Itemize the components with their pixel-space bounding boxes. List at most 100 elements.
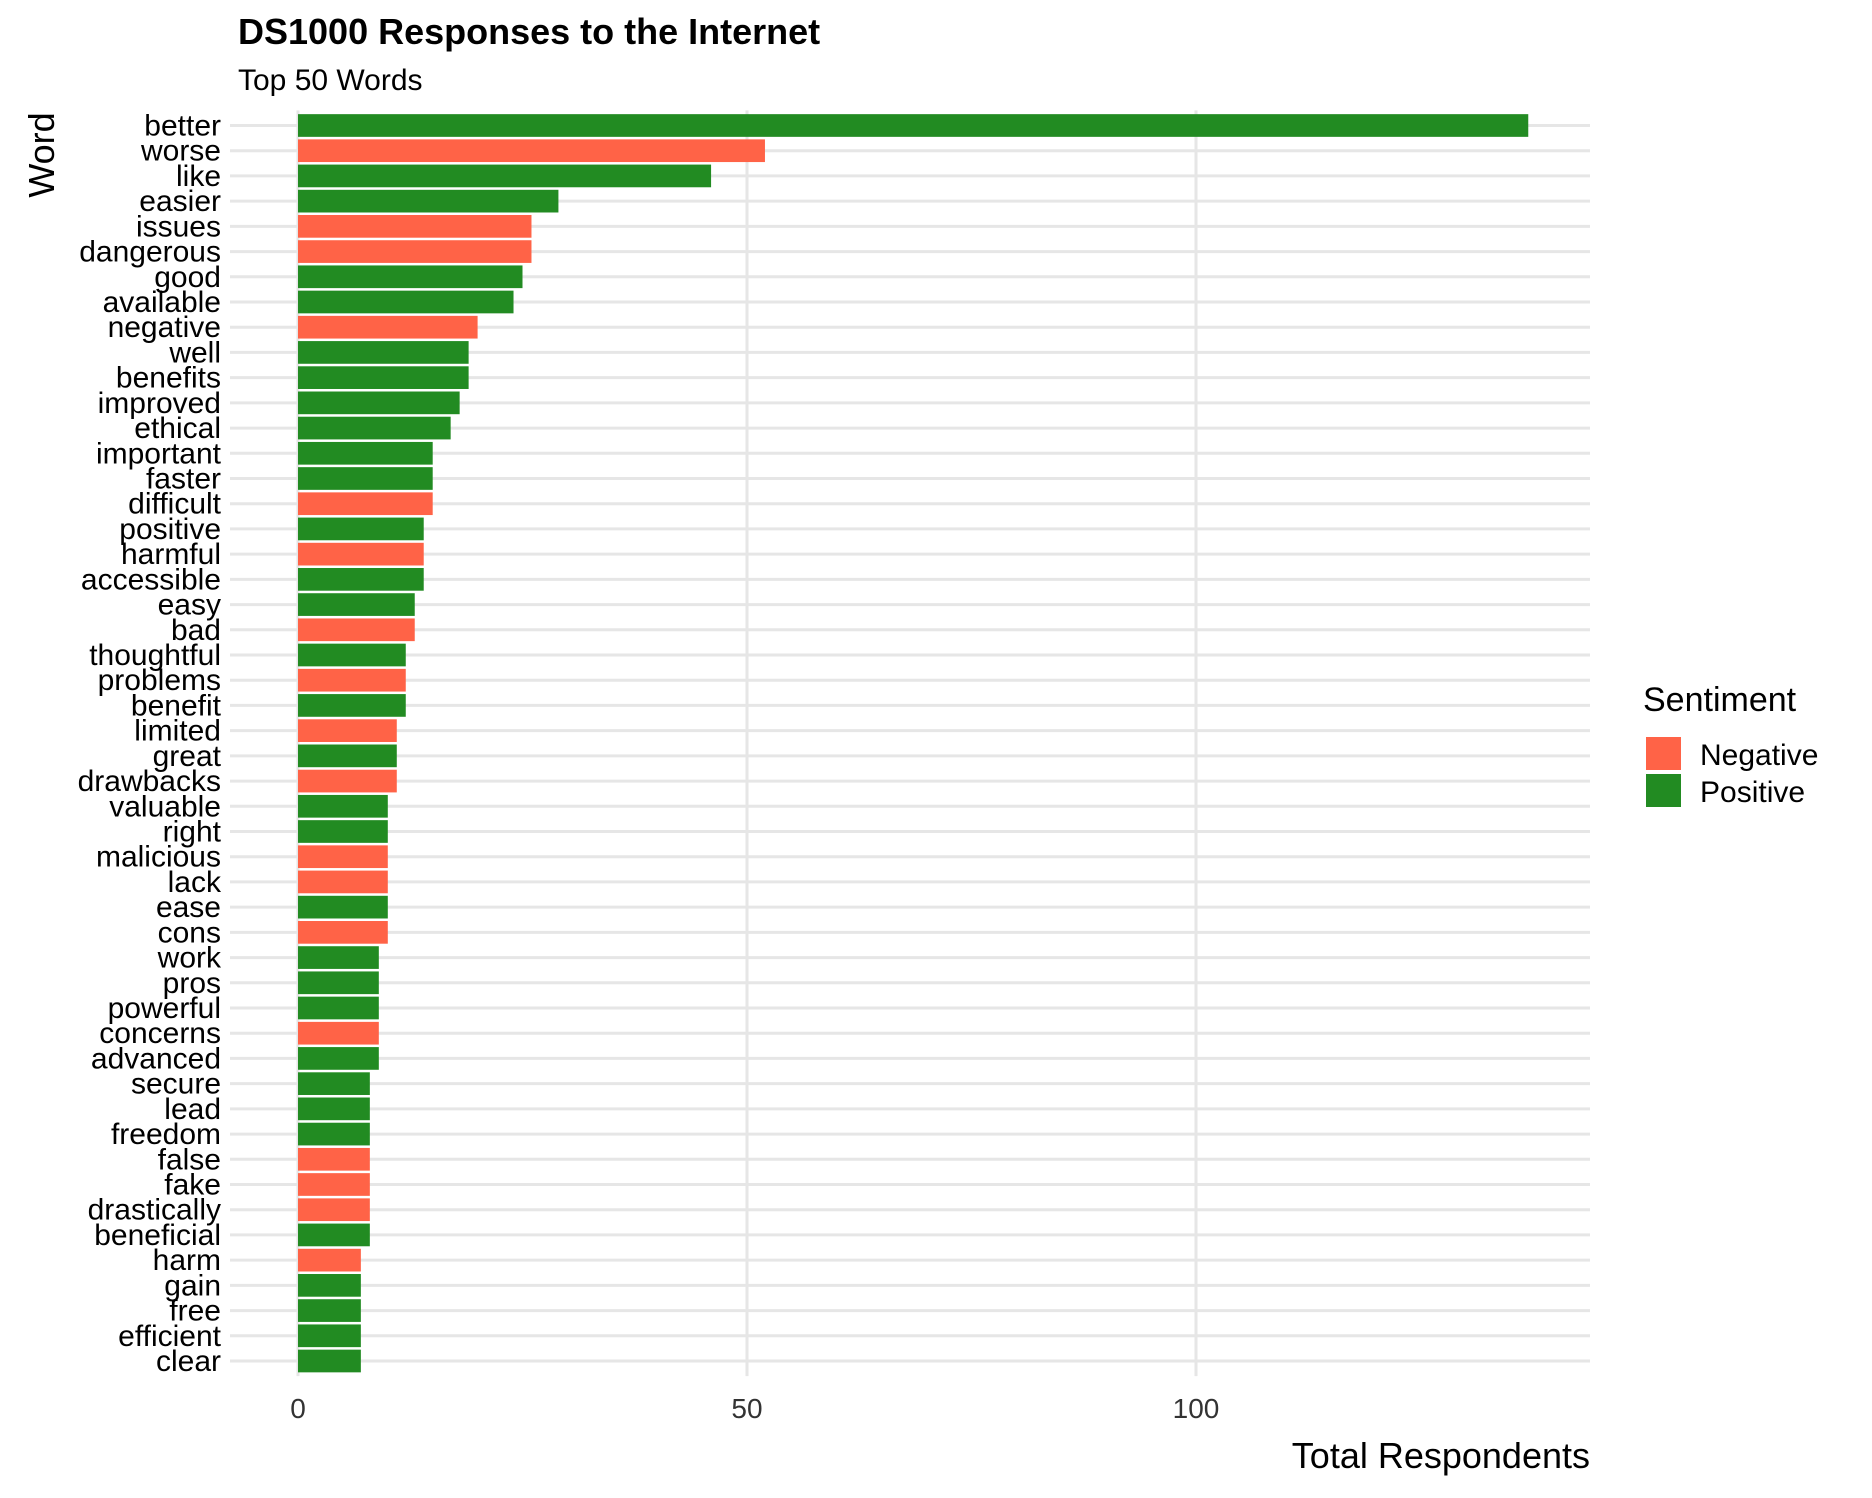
bar-benefits bbox=[298, 366, 469, 389]
y-tick-label-drastically: drastically bbox=[88, 1194, 221, 1227]
y-tick-label-cons: cons bbox=[158, 916, 221, 949]
y-tick-label-powerful: powerful bbox=[108, 992, 221, 1025]
bar-good bbox=[298, 265, 523, 289]
bar-difficult bbox=[298, 492, 433, 516]
y-tick-label-bad: bad bbox=[171, 614, 221, 647]
y-tick-label-improved: improved bbox=[98, 387, 221, 420]
bar-powerful bbox=[298, 996, 379, 1020]
y-tick-label-clear: clear bbox=[156, 1345, 221, 1378]
bar-well bbox=[298, 341, 469, 364]
y-tick-label-easier: easier bbox=[139, 185, 221, 218]
bar-limited bbox=[298, 719, 397, 742]
bar-easy bbox=[298, 593, 415, 616]
y-tick-label-fake: fake bbox=[164, 1169, 221, 1202]
y-tick-label-thoughtful: thoughtful bbox=[89, 639, 221, 672]
bar-like bbox=[298, 164, 712, 188]
y-tick-label-right: right bbox=[163, 816, 222, 849]
y-tick-label-like: like bbox=[176, 160, 221, 193]
legend-swatch-positive bbox=[1646, 774, 1681, 807]
y-tick-label-limited: limited bbox=[134, 715, 221, 748]
y-tick-label-negative: negative bbox=[108, 311, 221, 344]
bar-right bbox=[298, 820, 388, 843]
bar-important bbox=[298, 441, 433, 465]
x-tick-label: 50 bbox=[731, 1393, 762, 1424]
bar-gain bbox=[298, 1274, 361, 1297]
bar-available bbox=[298, 290, 514, 314]
y-tick-label-secure: secure bbox=[131, 1068, 221, 1101]
y-tick-label-available: available bbox=[103, 286, 221, 319]
y-tick-label-lack: lack bbox=[168, 866, 222, 899]
bar-valuable bbox=[298, 794, 388, 818]
bar-dangerous bbox=[298, 240, 532, 263]
y-tick-label-beneficial: beneficial bbox=[94, 1219, 221, 1252]
y-tick-label-problems: problems bbox=[98, 664, 221, 697]
y-tick-label-important: important bbox=[96, 437, 222, 470]
bar-accessible bbox=[298, 568, 424, 591]
bar-better bbox=[298, 114, 1529, 137]
y-tick-label-benefits: benefits bbox=[116, 362, 221, 395]
y-tick-label-valuable: valuable bbox=[109, 790, 221, 823]
y-tick-label-lead: lead bbox=[164, 1093, 221, 1126]
bar-worse bbox=[298, 139, 765, 163]
bar-free bbox=[298, 1299, 361, 1322]
y-tick-label-efficient: efficient bbox=[118, 1320, 222, 1353]
y-tick-label-concerns: concerns bbox=[99, 1017, 221, 1050]
y-tick-label-free: free bbox=[169, 1295, 221, 1328]
y-tick-labels: betterworselikeeasierissuesdangerousgood… bbox=[78, 110, 222, 1379]
bar-bad bbox=[298, 618, 415, 642]
y-tick-label-great: great bbox=[153, 740, 222, 773]
y-tick-label-advanced: advanced bbox=[91, 1042, 221, 1075]
y-tick-label-accessible: accessible bbox=[81, 563, 221, 596]
bar-issues bbox=[298, 215, 532, 238]
y-tick-label-ease: ease bbox=[156, 891, 221, 924]
y-tick-label-harm: harm bbox=[153, 1244, 221, 1277]
bar-ethical bbox=[298, 416, 451, 440]
y-tick-label-difficult: difficult bbox=[128, 488, 221, 521]
bar-pros bbox=[298, 971, 379, 995]
bar-harm bbox=[298, 1248, 361, 1272]
y-tick-label-well: well bbox=[168, 336, 221, 369]
x-tick-label: 0 bbox=[290, 1393, 306, 1424]
bar-lack bbox=[298, 870, 388, 894]
y-tick-label-better: better bbox=[144, 110, 221, 143]
bar-fake bbox=[298, 1173, 370, 1196]
chart-title: DS1000 Responses to the Internet bbox=[238, 11, 820, 52]
y-tick-label-ethical: ethical bbox=[134, 412, 221, 445]
bar-negative bbox=[298, 315, 478, 339]
legend: Sentiment Negative Positive bbox=[1643, 681, 1818, 809]
bar-work bbox=[298, 946, 379, 969]
bar-false bbox=[298, 1147, 370, 1171]
y-tick-label-dangerous: dangerous bbox=[79, 236, 221, 269]
bar-advanced bbox=[298, 1047, 379, 1070]
bar-malicious bbox=[298, 845, 388, 869]
x-tick-labels: 0 50 100 bbox=[290, 1393, 1219, 1424]
y-tick-label-malicious: malicious bbox=[96, 841, 221, 874]
y-tick-label-false: false bbox=[158, 1143, 221, 1176]
bars bbox=[298, 114, 1529, 1373]
y-tick-label-positive: positive bbox=[119, 513, 221, 546]
bar-benefit bbox=[298, 694, 406, 717]
bar-drawbacks bbox=[298, 769, 397, 793]
chart-subtitle: Top 50 Words bbox=[238, 64, 423, 97]
y-tick-label-harmful: harmful bbox=[121, 538, 221, 571]
bar-thoughtful bbox=[298, 643, 406, 667]
bar-freedom bbox=[298, 1122, 370, 1146]
x-tick-label: 100 bbox=[1173, 1393, 1220, 1424]
y-tick-label-freedom: freedom bbox=[111, 1118, 221, 1151]
y-tick-label-pros: pros bbox=[163, 967, 221, 1000]
bar-great bbox=[298, 744, 397, 768]
bar-concerns bbox=[298, 1021, 379, 1045]
bar-secure bbox=[298, 1072, 370, 1095]
bar-improved bbox=[298, 391, 460, 415]
bar-lead bbox=[298, 1097, 370, 1121]
y-tick-label-faster: faster bbox=[146, 463, 221, 496]
y-tick-label-drawbacks: drawbacks bbox=[78, 765, 221, 798]
bar-drastically bbox=[298, 1198, 370, 1222]
legend-label-negative: Negative bbox=[1700, 739, 1818, 772]
y-tick-label-good: good bbox=[154, 261, 221, 294]
bar-faster bbox=[298, 467, 433, 490]
y-axis-title: Word bbox=[21, 112, 62, 197]
legend-title: Sentiment bbox=[1643, 681, 1797, 719]
bar-ease bbox=[298, 895, 388, 919]
y-tick-label-gain: gain bbox=[164, 1269, 221, 1302]
